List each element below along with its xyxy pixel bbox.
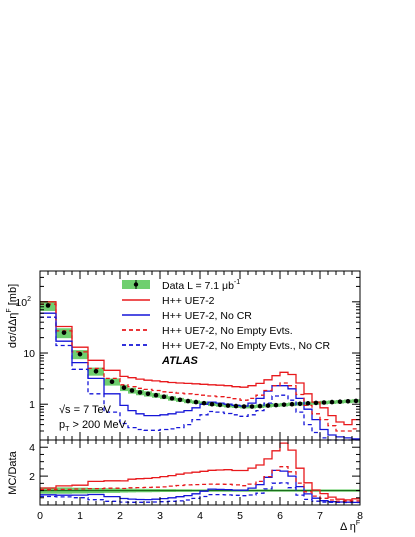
legend-label-ue72: H++ UE7-2 (162, 295, 215, 307)
x-tick-label: 0 (37, 510, 43, 522)
x-tick-label: 8 (357, 510, 363, 522)
data-point-26 (289, 401, 295, 407)
top-y-label-main: dσ/dΔη (7, 313, 19, 349)
data-point-7 (137, 390, 143, 395)
legend-data-sup: -1 (234, 279, 240, 286)
data-point-32 (337, 399, 343, 404)
data-point-21 (249, 404, 255, 409)
atlas-label: ATLAS (161, 355, 199, 367)
data-point-24 (273, 402, 279, 408)
legend-label-data: Data L = 7.1 μb-1 (162, 279, 240, 292)
data-point-23 (265, 403, 271, 408)
data-point-0 (45, 303, 51, 308)
data-point-22 (257, 403, 263, 409)
pt-cut-value: > 200 MeV (69, 419, 126, 431)
pt-cut-sub: T (65, 426, 70, 433)
data-point-9 (153, 392, 159, 398)
data-point-2 (77, 351, 83, 357)
top-y-label-sup: F (6, 308, 13, 312)
x-tick-label: 1 (77, 510, 83, 522)
data-point-34 (353, 398, 359, 404)
data-point-14 (193, 399, 199, 405)
data-point-8 (145, 391, 151, 397)
pt-cut-p: p (59, 419, 65, 431)
data-point-13 (185, 398, 191, 404)
x-tick-label: 5 (237, 510, 243, 522)
data-points (45, 303, 359, 409)
bottom-y-axis-label: MC/Data (7, 450, 19, 494)
legend-data-text: Data L = 7.1 μb (162, 280, 234, 292)
bottom-y-tick-label: 2 (29, 471, 35, 483)
x-tick-label: 2 (117, 510, 123, 522)
top-y-axis-label: dσ/dΔηF [mb] (6, 284, 19, 348)
ratio-h-ue7-2 (40, 442, 360, 501)
bottom-axis-ticks: 24 (29, 439, 360, 506)
energy-label: √s = 7 TeV (59, 404, 112, 416)
data-point-33 (345, 399, 351, 404)
series-h-ue7-2-no-empty-evts-no-cr (40, 316, 360, 441)
series-h-ue7-2 (40, 301, 360, 426)
data-point-20 (241, 404, 247, 409)
ratio-h-ue7-2-no-cr (40, 469, 360, 504)
data-point-4 (109, 379, 115, 385)
x-tick-label: 7 (317, 510, 323, 522)
data-point-17 (217, 402, 223, 408)
ratio-h-ue7-2-no-empty-evts-no-cr (40, 482, 360, 504)
top-y-tick-label: 1 (29, 399, 35, 411)
x-axis-label: Δ ηF (340, 520, 360, 533)
legend-label-nocr: H++ UE7-2, No CR (162, 310, 252, 322)
data-point-5 (121, 385, 127, 391)
legend-label-noempty-nocr: H++ UE7-2, No Empty Evts., No CR (162, 340, 330, 352)
data-point-27 (297, 401, 303, 407)
data-point-19 (233, 403, 239, 409)
data-point-6 (129, 388, 135, 393)
data-point-15 (201, 400, 207, 406)
x-label-sup: F (356, 520, 360, 527)
series-h-ue7-2-no-empty-evts (40, 303, 360, 432)
data-point-11 (169, 396, 175, 401)
data-point-25 (281, 402, 287, 407)
data-point-28 (305, 401, 311, 406)
ratio-series (40, 442, 360, 504)
x-tick-label: 4 (197, 510, 203, 522)
legend: Data L = 7.1 μb-1 H++ UE7-2 H++ UE7-2, N… (122, 279, 330, 352)
legend-data-marker (133, 282, 139, 287)
data-point-3 (93, 368, 99, 374)
data-point-1 (61, 330, 67, 335)
data-point-29 (313, 400, 319, 406)
top-y-tick-sup: 2 (27, 296, 31, 303)
x-label-main: Δ η (340, 521, 356, 533)
data-point-16 (209, 401, 215, 407)
legend-label-noempty: H++ UE7-2, No Empty Evts. (162, 325, 293, 337)
top-y-label-unit: [mb] (7, 284, 19, 308)
data-point-18 (225, 403, 231, 408)
data-point-30 (321, 400, 327, 405)
data-point-31 (329, 399, 335, 405)
data-point-12 (177, 397, 183, 403)
top-y-tick-label: 10 (23, 348, 35, 360)
pt-cut-label: pT > 200 MeV (59, 419, 127, 433)
x-tick-label: 3 (157, 510, 163, 522)
data-point-10 (161, 394, 167, 400)
x-axis-ticks: 0 1 2 3 4 5 6 7 8 (37, 440, 363, 522)
bottom-y-tick-label: 4 (29, 442, 35, 454)
x-tick-label: 6 (277, 510, 283, 522)
